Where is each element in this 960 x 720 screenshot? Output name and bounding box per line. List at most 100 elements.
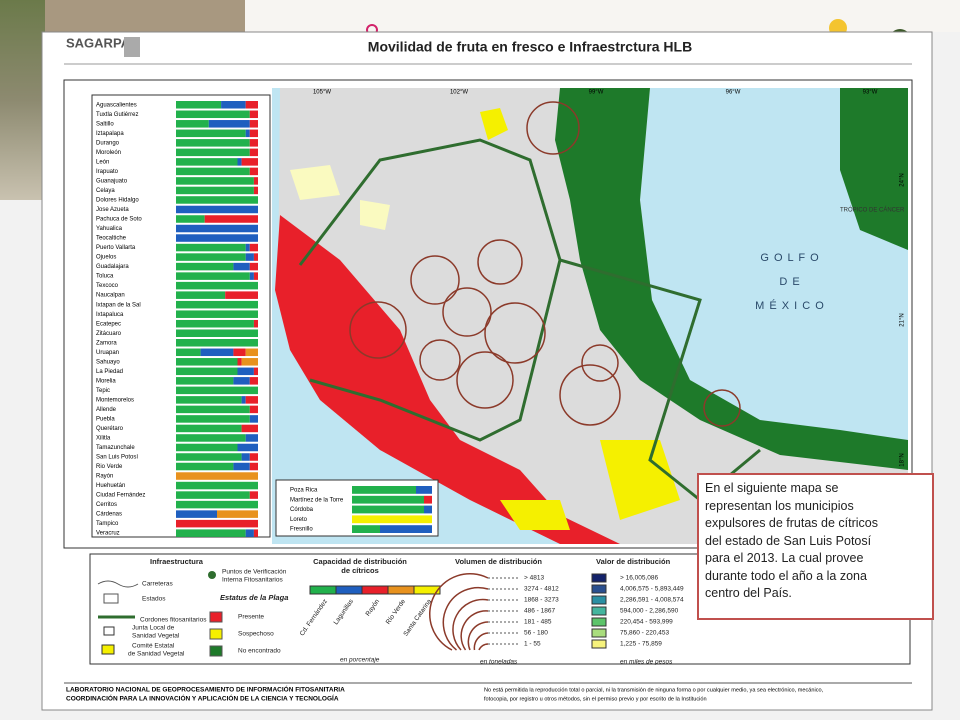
legend-heading: Capacidad de distribución	[313, 557, 407, 566]
lon-label: 93°W	[863, 90, 878, 96]
distribution-rows: Aguascalientes Tuxtla Gutiérrez Saltillo Iz…	[96, 101, 258, 537]
legend-heading: Valor de distribución	[596, 557, 671, 566]
capacity-swatch	[309, 585, 337, 595]
row-label: Tepic	[96, 388, 110, 394]
board-symbol	[103, 626, 115, 636]
row-label: Dolores Hidalgo	[96, 198, 139, 204]
share-segment	[176, 491, 250, 499]
share-segment	[237, 443, 258, 452]
legend-text: Sanidad Vegetal	[132, 633, 180, 640]
share-segment	[176, 177, 254, 185]
region-suspect	[290, 165, 340, 200]
row-label: Irapuato	[96, 169, 119, 175]
row-label: Celaya	[96, 188, 115, 194]
volume-arc	[467, 621, 489, 651]
lon-labels: 105°W 102°W 99°W 96°W 93°W	[313, 90, 878, 96]
share-segment	[200, 348, 234, 357]
legend-text: Interna Fitosanitarios	[222, 577, 283, 584]
row-label: Montemorelos	[96, 397, 134, 403]
callout-line: expulsores de frutas de cítricos	[705, 516, 878, 530]
row-label: Yahualica	[96, 226, 123, 232]
share-segment	[249, 129, 258, 138]
lat-label: 24°N	[900, 173, 906, 186]
share-segment	[352, 486, 416, 494]
share-segment	[249, 139, 258, 147]
row-label: Allende	[96, 407, 117, 413]
lat-label: 18°N	[900, 453, 906, 466]
share-segment	[249, 167, 258, 176]
row-label: Puerto Vallarta	[96, 245, 136, 251]
share-segment	[253, 253, 258, 261]
share-segment	[176, 215, 205, 223]
row-label: Córdoba	[290, 507, 314, 513]
photo-strip	[0, 0, 45, 200]
legend-text: Presente	[238, 614, 264, 621]
region-suspect	[480, 108, 508, 140]
volume-arc	[452, 598, 489, 651]
share-segment	[176, 358, 238, 366]
share-segment	[249, 120, 258, 128]
legend-text: Carreteras	[142, 581, 173, 588]
legend-text: > 16,005,086	[620, 575, 659, 582]
share-segment	[176, 253, 246, 261]
value-swatch	[591, 606, 607, 616]
legend-heading: Estatus de la Plaga	[220, 593, 288, 602]
row-label: Jose Azueta	[96, 207, 129, 213]
share-segment	[245, 253, 254, 261]
checkpoint-symbol	[208, 571, 216, 579]
org-name: SAGARPA	[66, 35, 131, 50]
road-symbol	[97, 580, 139, 588]
share-segment	[176, 110, 250, 119]
region-suspect	[360, 200, 390, 230]
region-not-found	[840, 88, 908, 250]
share-segment	[241, 453, 250, 461]
share-segment	[352, 525, 380, 533]
share-segment	[176, 367, 238, 376]
footer-coord: COORDINACIÓN PARA LA INNOVACIÓN Y APLICA…	[66, 694, 339, 703]
legend-text: 486 - 1867	[524, 608, 555, 615]
legend-text: Comité Estatal	[132, 643, 175, 650]
share-segment	[253, 186, 258, 195]
legend-heading: de cítricos	[341, 566, 379, 575]
value-swatch	[591, 573, 607, 583]
legend-unit: en porcentaje	[340, 657, 380, 664]
lon-label: 99°W	[589, 90, 604, 96]
legend-text: 4,006,575 - 5,893,449	[620, 586, 684, 593]
legend-text: Junta Local de	[132, 625, 175, 632]
row-label: Huehuetán	[96, 483, 125, 489]
status-swatch	[209, 611, 223, 623]
share-segment	[176, 310, 258, 318]
share-segment	[221, 101, 246, 109]
share-segment	[241, 424, 258, 433]
share-segment	[352, 505, 424, 514]
row-label: Guanajuato	[96, 178, 128, 184]
share-segment	[249, 415, 258, 423]
region-not-found	[555, 88, 908, 470]
legend-text: 220,454 - 593,999	[620, 619, 673, 626]
region-present	[275, 215, 620, 544]
capacity-swatch	[335, 585, 363, 595]
share-segment	[237, 367, 254, 376]
share-segment	[249, 262, 258, 271]
row-label: Veracruz	[96, 531, 120, 537]
share-segment	[176, 386, 258, 395]
share-segment	[241, 158, 258, 166]
logo-band	[245, 0, 960, 32]
legend-unit: en miles de pesos	[620, 659, 673, 666]
share-segment	[176, 101, 222, 109]
share-segment	[245, 396, 258, 404]
share-segment	[352, 515, 432, 524]
legend-text: 56 - 180	[524, 630, 548, 637]
legend-text: 75,860 - 220,453	[620, 630, 670, 637]
row-label: Teocaltiche	[96, 236, 127, 242]
share-segment	[237, 158, 242, 166]
lon-label: 96°W	[726, 90, 741, 96]
legend-text: 181 - 485	[524, 619, 552, 626]
share-segment	[245, 529, 254, 537]
row-label: Aguascalientes	[96, 102, 137, 108]
share-segment	[176, 339, 258, 347]
share-segment	[176, 120, 209, 128]
volume-arc	[473, 632, 489, 651]
row-label: Rio Verde	[96, 464, 123, 470]
